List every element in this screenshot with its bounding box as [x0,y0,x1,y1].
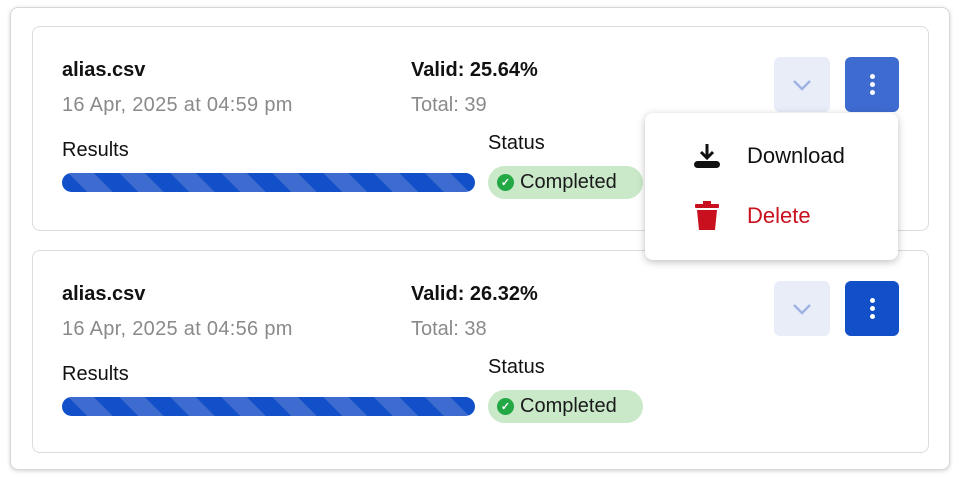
filename: alias.csv [62,59,146,81]
delete-label: Delete [747,203,811,228]
upload-card: alias.csv 16 Apr, 2025 at 04:56 pm Valid… [32,250,929,453]
chevron-down-icon [793,79,811,91]
expand-button[interactable] [774,57,830,112]
valid-percent: Valid: 25.64% [411,59,538,81]
filename: alias.csv [62,283,146,305]
status-badge: ✓ Completed [488,390,643,423]
status-label: Status [488,132,545,154]
check-circle-icon: ✓ [497,398,514,415]
status-badge: ✓ Completed [488,166,643,199]
status-label: Status [488,356,545,378]
upload-card: alias.csv 16 Apr, 2025 at 04:59 pm Valid… [32,26,929,231]
results-label: Results [62,139,129,161]
results-progress-bar [62,397,475,416]
valid-percent: Valid: 26.32% [411,283,538,305]
results-label: Results [62,363,129,385]
trash-icon [687,201,727,231]
check-circle-icon: ✓ [497,174,514,191]
menu-item-delete[interactable]: Delete [645,191,898,241]
more-options-button[interactable] [845,281,899,336]
chevron-down-icon [793,303,811,315]
menu-item-download[interactable]: Download [645,131,898,181]
progress-fill [62,173,475,192]
options-menu: Download Delete [645,113,898,260]
status-text: Completed [520,395,617,417]
download-icon [687,142,727,170]
status-text: Completed [520,171,617,193]
progress-fill [62,397,475,416]
more-options-button[interactable] [845,57,899,112]
total-count: Total: 38 [411,318,487,340]
download-label: Download [747,143,845,168]
upload-date: 16 Apr, 2025 at 04:56 pm [62,318,293,340]
results-progress-bar [62,173,475,192]
upload-date: 16 Apr, 2025 at 04:59 pm [62,94,293,116]
total-count: Total: 39 [411,94,487,116]
expand-button[interactable] [774,281,830,336]
